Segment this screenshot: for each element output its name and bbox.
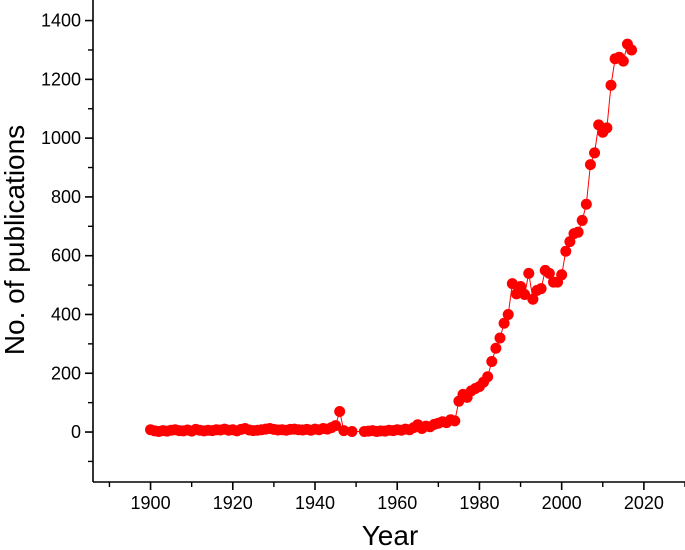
data-point: [523, 267, 535, 279]
x-tick-label: 1920: [213, 493, 253, 513]
data-points-layer: [145, 38, 638, 437]
y-tick-label: 0: [71, 422, 81, 442]
y-axis-title: No. of publications: [0, 125, 30, 355]
data-point: [502, 308, 514, 320]
axes: 1900 1920 1940 1960 1980 2000 2020 0 200 400 600 80…: [41, 0, 685, 513]
data-point: [486, 356, 498, 367]
y-tick-label: 200: [51, 363, 81, 383]
data-point: [626, 44, 638, 56]
series-line-layer: [150, 42, 632, 432]
y-tick-label: 1400: [41, 11, 81, 31]
data-point: [617, 55, 629, 67]
data-point: [346, 425, 358, 437]
data-point: [584, 159, 596, 171]
data-point: [334, 405, 346, 417]
data-point: [519, 288, 531, 300]
data-point: [580, 198, 592, 210]
data-point: [572, 226, 584, 238]
y-tick-label: 1000: [41, 128, 81, 148]
data-point: [589, 147, 601, 159]
data-point: [330, 420, 342, 432]
y-tick-label: 800: [51, 187, 81, 207]
data-point: [494, 332, 506, 344]
y-tick-label: 400: [51, 304, 81, 324]
x-axis-title: Year: [362, 520, 419, 550]
data-point: [605, 79, 617, 91]
data-point: [543, 267, 555, 279]
y-tick-label: 600: [51, 246, 81, 266]
data-point: [498, 317, 510, 329]
x-tick-label: 1960: [377, 493, 417, 513]
x-tick-label: 1900: [131, 493, 171, 513]
y-tick-label: 1200: [41, 69, 81, 89]
x-tick-label: 1940: [295, 493, 335, 513]
x-tick-label: 2020: [624, 493, 664, 513]
data-point: [560, 245, 572, 257]
data-point: [449, 415, 461, 427]
data-point: [576, 214, 588, 226]
data-point: [338, 425, 350, 437]
data-point: [490, 342, 502, 354]
data-point: [601, 122, 613, 134]
data-point: [556, 269, 568, 281]
series-line: [150, 42, 632, 432]
data-point: [535, 283, 547, 295]
data-point: [482, 371, 494, 383]
x-tick-label: 1980: [459, 493, 499, 513]
data-point: [527, 293, 539, 305]
x-tick-label: 2000: [542, 493, 582, 513]
